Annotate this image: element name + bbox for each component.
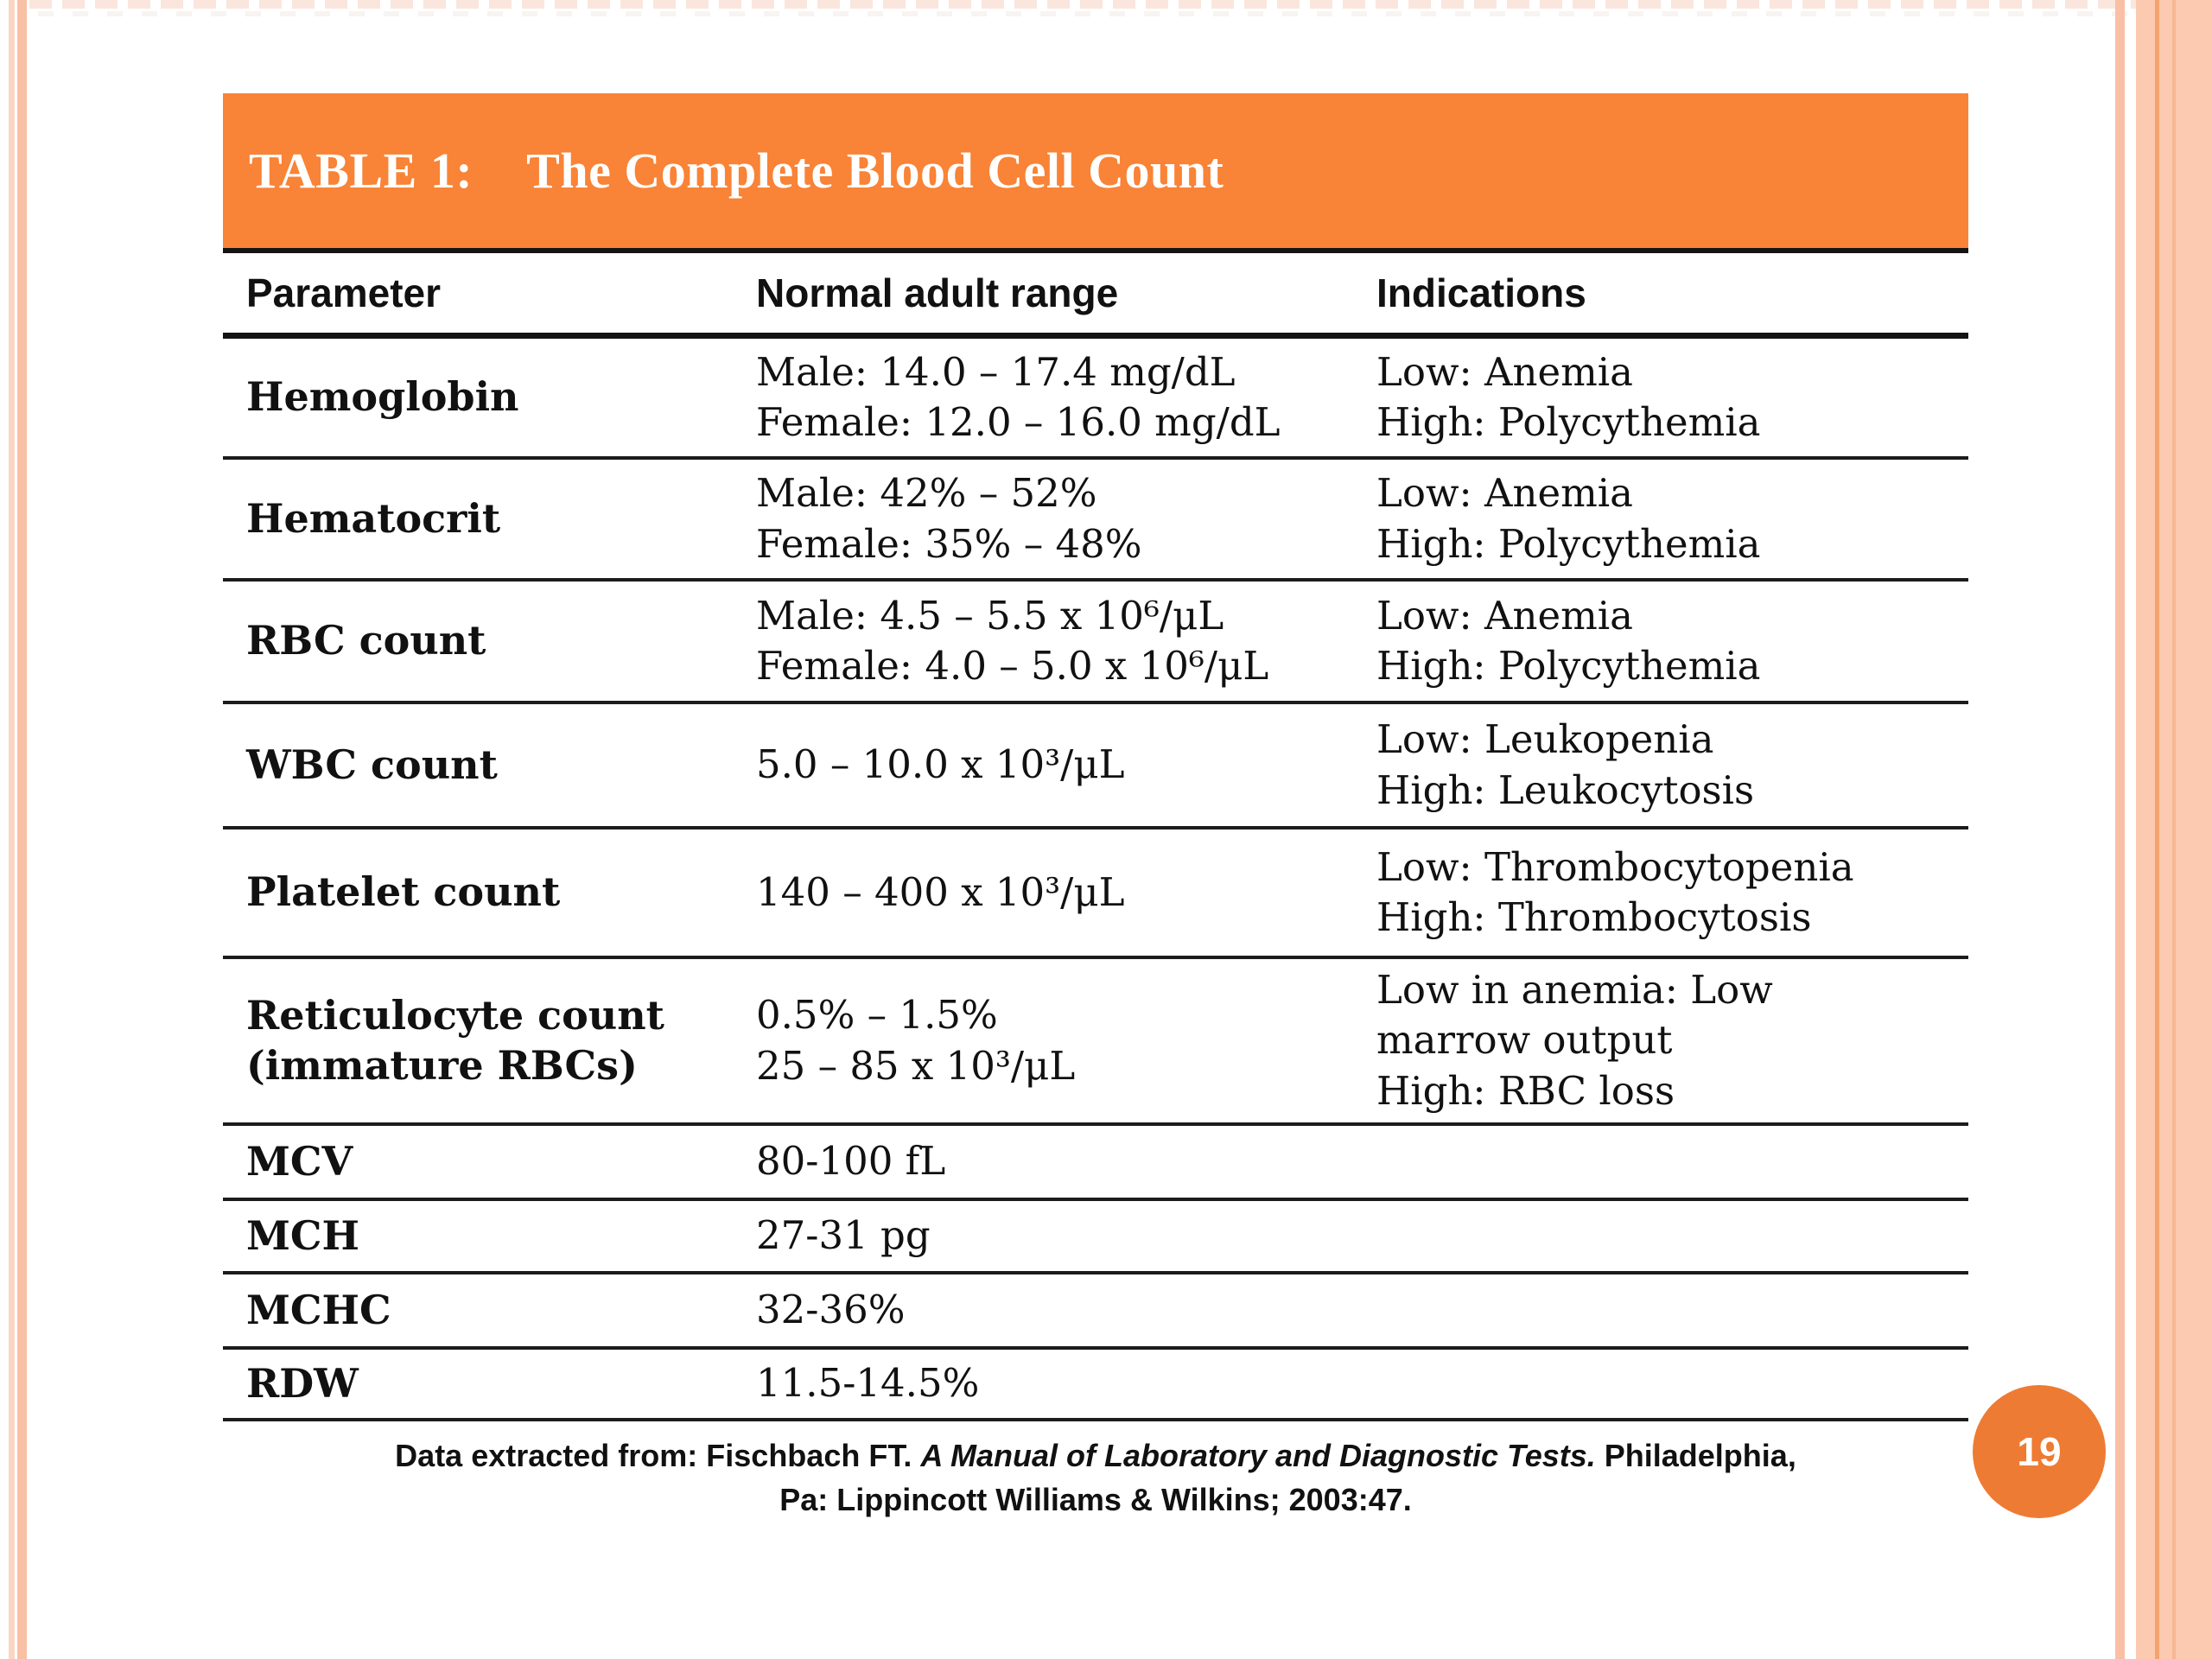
range-line: 27-31 pg (756, 1212, 931, 1259)
table-title-text: The Complete Blood Cell Count (526, 143, 1224, 199)
range-line: 140 – 400 x 10³/μL (756, 868, 1125, 915)
range-line: Male: 4.5 – 5.5 x 10⁶/μL (756, 592, 1224, 639)
table-row: MCV 80-100 fL (223, 1126, 1968, 1201)
table-footnote: Data extracted from: Fischbach FT. A Man… (223, 1433, 1968, 1522)
footnote-line-1: Data extracted from: Fischbach FT. A Man… (395, 1438, 1796, 1473)
indication-line: High: Polycythemia (1376, 399, 1761, 445)
indication-line: High: RBC loss (1376, 1067, 1675, 1114)
indication-line: High: Polycythemia (1376, 520, 1761, 567)
table-row: MCHC 32-36% (223, 1274, 1968, 1350)
indication-line: Low: Thrombocytopenia (1376, 843, 1854, 890)
column-header-indications: Indications (1376, 270, 1586, 315)
indication-line: Low: Anemia (1376, 348, 1633, 395)
parameter-name: Reticulocyte count (246, 992, 664, 1039)
table-row: Reticulocyte count (immature RBCs) 0.5% … (223, 959, 1968, 1126)
parameter-name-line2: (immature RBCs) (246, 1041, 638, 1089)
table-row: Hemoglobin Male: 14.0 – 17.4 mg/dL Femal… (223, 339, 1968, 460)
range-line: Female: 4.0 – 5.0 x 10⁶/μL (756, 643, 1269, 689)
parameter-name: Hemoglobin (246, 373, 519, 421)
table-row: MCH 27-31 pg (223, 1201, 1968, 1274)
indication-line: Low in anemia: Low (1376, 966, 1773, 1013)
indication-line: High: Leukocytosis (1376, 766, 1755, 813)
table-row: Platelet count 140 – 400 x 10³/μL Low: T… (223, 830, 1968, 959)
table-row: Hematocrit Male: 42% – 52% Female: 35% –… (223, 460, 1968, 582)
left-border-stripe-wide (17, 0, 27, 1659)
cbc-table: TABLE 1: The Complete Blood Cell Count P… (223, 93, 1968, 1522)
range-line: 80-100 fL (756, 1138, 946, 1185)
right-border-inner-line (2155, 0, 2159, 1659)
indication-line: Low: Anemia (1376, 592, 1633, 639)
range-line: 0.5% – 1.5% (756, 992, 998, 1038)
footnote-line-2: Pa: Lippincott Williams & Wilkins; 2003:… (779, 1482, 1412, 1518)
range-line: Female: 12.0 – 16.0 mg/dL (756, 399, 1281, 445)
indication-line: High: Polycythemia (1376, 643, 1761, 689)
parameter-name: MCV (246, 1137, 353, 1185)
right-border-inner-line-2 (2172, 0, 2176, 1659)
top-edge-dash-pattern (29, 0, 2212, 9)
indication-line: marrow output (1376, 1017, 1673, 1064)
range-line: 5.0 – 10.0 x 10³/μL (756, 741, 1125, 788)
range-line: Male: 14.0 – 17.4 mg/dL (756, 348, 1236, 395)
page-number: 19 (2017, 1429, 2062, 1474)
range-line: 11.5-14.5% (756, 1360, 980, 1407)
parameter-name: Hematocrit (246, 494, 501, 542)
range-line: 32-36% (756, 1287, 906, 1333)
page-number-badge: 19 (1973, 1385, 2106, 1518)
range-line: 25 – 85 x 10³/μL (756, 1042, 1076, 1089)
table-row: RBC count Male: 4.5 – 5.5 x 10⁶/μL Femal… (223, 582, 1968, 704)
table-header-row: Parameter Normal adult range Indications (223, 253, 1968, 339)
top-edge-dash-pattern-secondary (38, 11, 2212, 16)
range-line: Female: 35% – 48% (756, 520, 1142, 567)
table-row: WBC count 5.0 – 10.0 x 10³/μL Low: Leuko… (223, 704, 1968, 830)
right-border-stripe-thin (2115, 0, 2125, 1659)
indication-line: Low: Leukopenia (1376, 716, 1714, 762)
parameter-name: MCH (246, 1211, 359, 1259)
parameter-name: WBC count (246, 741, 498, 788)
indication-line: High: Thrombocytosis (1376, 894, 1812, 940)
table-title-bar: TABLE 1: The Complete Blood Cell Count (223, 93, 1968, 253)
parameter-name: Platelet count (246, 868, 561, 916)
range-line: Male: 42% – 52% (756, 470, 1097, 516)
column-header-normal-range: Normal adult range (756, 270, 1119, 315)
table-title-label: TABLE 1: (249, 143, 474, 199)
column-header-parameter: Parameter (246, 270, 442, 315)
parameter-name: MCHC (246, 1286, 391, 1333)
indication-line: Low: Anemia (1376, 470, 1633, 516)
table-row: RDW 11.5-14.5% (223, 1350, 1968, 1421)
parameter-name: RDW (246, 1359, 359, 1407)
parameter-name: RBC count (246, 617, 486, 664)
left-border-stripe-thin (9, 0, 15, 1659)
